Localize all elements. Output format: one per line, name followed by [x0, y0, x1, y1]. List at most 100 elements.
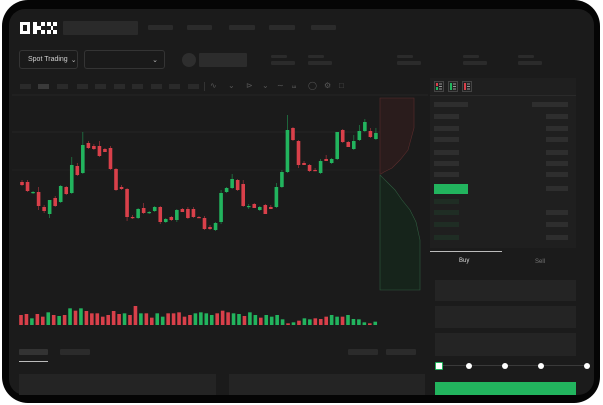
timeframe-button[interactable]: [57, 84, 68, 89]
total-input[interactable]: [435, 333, 576, 356]
buy-submit-button[interactable]: [435, 382, 576, 395]
slider-step-25[interactable]: [466, 363, 472, 369]
timeframe-button[interactable]: [38, 84, 49, 89]
candle-body: [241, 184, 245, 206]
candle: [219, 190, 223, 224]
nav-item[interactable]: [311, 25, 336, 30]
candle: [374, 128, 378, 140]
slider-track[interactable]: [438, 365, 588, 366]
volume-bar: [35, 314, 40, 325]
candle-body: [25, 182, 30, 191]
volume-bar: [242, 316, 247, 325]
okx-logo[interactable]: [20, 22, 57, 34]
candle-body: [291, 128, 295, 140]
candle-body: [230, 179, 234, 188]
timeframe-button[interactable]: [169, 84, 180, 89]
timeframe-button[interactable]: [114, 84, 125, 89]
sell-tab[interactable]: Sell: [535, 259, 546, 265]
bottom-tab-underline: [19, 361, 48, 362]
spot-trading-label: Spot Trading: [28, 56, 68, 63]
candle-type-icon[interactable]: ∿: [210, 81, 217, 90]
bottom-action[interactable]: [386, 349, 416, 355]
bid-amount: [546, 222, 568, 227]
settings-icon[interactable]: ⚙: [324, 81, 332, 90]
stat-label: [397, 55, 413, 58]
coin-icon: [182, 53, 196, 67]
volume-bar: [24, 314, 29, 325]
volume-bar: [346, 315, 350, 325]
candle: [241, 180, 245, 207]
volume-bar: [204, 313, 209, 325]
camera-icon[interactable]: ◯: [308, 81, 317, 90]
candle-body: [313, 170, 317, 172]
slider-step-75[interactable]: [538, 363, 544, 369]
line-tool-icon[interactable]: ∼: [277, 81, 284, 90]
chevron-down-icon[interactable]: ⌄: [262, 81, 269, 90]
timeframe-button[interactable]: [77, 84, 88, 89]
search-bar[interactable]: [63, 21, 138, 35]
timeframe-button[interactable]: [132, 84, 143, 89]
candle-body: [307, 165, 312, 171]
volume-bar: [302, 318, 307, 325]
candle-body: [125, 189, 129, 217]
amount-input[interactable]: [435, 306, 576, 328]
price-input[interactable]: [435, 280, 576, 301]
pair-dropdown[interactable]: ⌄: [84, 50, 165, 69]
candle-body: [175, 210, 179, 220]
volume-bar: [253, 315, 258, 325]
bottom-tab-active[interactable]: [19, 349, 48, 355]
volume-bar: [297, 320, 301, 325]
indicator-icon[interactable]: ⊳: [246, 81, 253, 90]
candle-body: [31, 192, 35, 194]
nav-item[interactable]: [148, 25, 173, 30]
candle-body: [141, 208, 146, 213]
candle: [208, 225, 212, 230]
volume-bar: [144, 313, 149, 325]
pair-name: [199, 53, 247, 67]
slider-step-100[interactable]: [584, 363, 590, 369]
fullscreen-icon[interactable]: □: [339, 81, 344, 90]
volume-bar: [220, 310, 225, 325]
volume-bar: [106, 315, 110, 325]
spot-trading-dropdown[interactable]: Spot Trading ⌄: [19, 50, 78, 69]
timeframe-button[interactable]: [20, 84, 31, 89]
volume-bar: [340, 316, 345, 325]
candle: [302, 161, 306, 165]
candle-body: [374, 133, 378, 139]
candle-body: [152, 207, 157, 211]
slider-handle[interactable]: [435, 362, 443, 370]
order-book-view-toggles[interactable]: [434, 81, 474, 93]
timeframe-button[interactable]: [188, 84, 199, 89]
volume-bar: [177, 312, 181, 325]
volume-bar: [46, 312, 51, 325]
candle: [335, 132, 340, 160]
ruler-icon[interactable]: ⧢: [292, 81, 297, 90]
timeframe-button[interactable]: [95, 84, 106, 89]
slider-step-50[interactable]: [502, 363, 508, 369]
candle: [368, 128, 373, 138]
candle-body: [324, 159, 328, 161]
chevron-down-icon: ⌄: [70, 56, 77, 64]
candle-body: [274, 187, 279, 207]
buy-tab[interactable]: Buy: [459, 258, 470, 264]
candle: [257, 206, 262, 211]
nav-item[interactable]: [229, 25, 255, 30]
nav-item[interactable]: [269, 25, 295, 30]
candle: [313, 168, 317, 172]
candle: [31, 191, 35, 194]
bottom-action[interactable]: [348, 349, 378, 355]
timeframe-button[interactable]: [151, 84, 162, 89]
bottom-tab[interactable]: [60, 349, 90, 355]
nav-item[interactable]: [187, 25, 212, 30]
candle: [69, 157, 74, 194]
stat-label: [308, 55, 324, 58]
candle-body: [92, 146, 96, 149]
depth-asks: [379, 97, 415, 175]
volume-bar: [291, 322, 296, 325]
candle: [180, 208, 185, 212]
candle: [130, 215, 135, 219]
chevron-down-icon[interactable]: ⌄: [228, 81, 235, 90]
buy-tab-underline: [430, 251, 502, 252]
volume-bar: [171, 313, 176, 325]
